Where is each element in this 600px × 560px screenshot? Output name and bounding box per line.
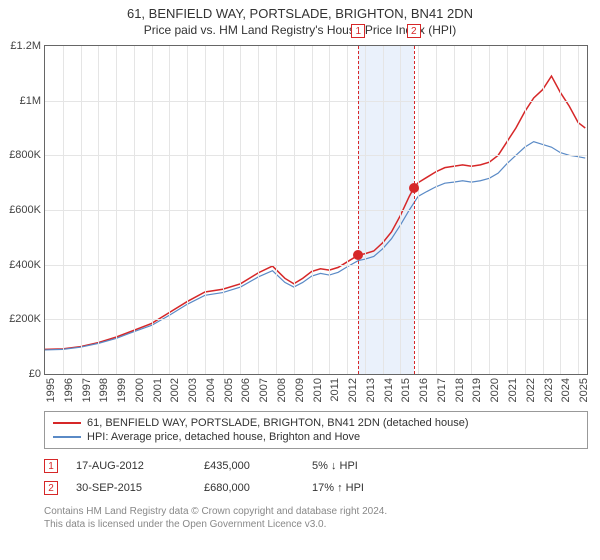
chart-container: 61, BENFIELD WAY, PORTSLADE, BRIGHTON, B… [0,0,600,531]
x-tick-label: 2012 [347,378,359,402]
series-property [45,76,585,349]
sale-date: 30-SEP-2015 [76,482,186,494]
sale-vline [358,46,359,374]
x-tick-label: 2018 [454,378,466,402]
sale-diff: 17% ↑ HPI [312,482,422,494]
sale-price: £435,000 [204,460,294,472]
y-tick-label: £400K [9,259,41,271]
x-tick-label: 1999 [116,378,128,402]
x-tick-label: 2022 [525,378,537,402]
x-tick-label: 1998 [98,378,110,402]
footer-line1: Contains HM Land Registry data © Crown c… [44,505,588,518]
x-tick-label: 2009 [294,378,306,402]
x-tick-label: 2020 [489,378,501,402]
x-tick-label: 2001 [152,378,164,402]
x-tick-label: 2006 [240,378,252,402]
sales-table: 1 17-AUG-2012 £435,000 5% ↓ HPI 2 30-SEP-2015… [44,455,588,499]
title-subtitle: Price paid vs. HM Land Registry's House … [0,23,600,37]
sale-badge: 2 [44,481,58,495]
title-address: 61, BENFIELD WAY, PORTSLADE, BRIGHTON, B… [0,6,600,21]
sale-row: 1 17-AUG-2012 £435,000 5% ↓ HPI [44,455,588,477]
legend-label: 61, BENFIELD WAY, PORTSLADE, BRIGHTON, B… [87,417,468,429]
y-tick-label: £800K [9,149,41,161]
title-block: 61, BENFIELD WAY, PORTSLADE, BRIGHTON, B… [0,0,600,39]
x-tick-label: 2019 [471,378,483,402]
y-tick-label: £1.2M [10,40,41,52]
x-tick-label: 2004 [205,378,217,402]
legend-swatch [53,422,81,424]
y-tick-label: £0 [29,368,41,380]
x-tick-label: 1997 [81,378,93,402]
y-tick-label: £600K [9,204,41,216]
legend-swatch [53,436,81,438]
x-tick-label: 1995 [45,378,57,402]
sale-marker-label: 1 [351,24,365,38]
sale-date: 17-AUG-2012 [76,460,186,472]
legend-item: 61, BENFIELD WAY, PORTSLADE, BRIGHTON, B… [53,416,579,430]
legend-item: HPI: Average price, detached house, Brig… [53,430,579,444]
sale-point [409,183,419,193]
x-tick-label: 1996 [63,378,75,402]
sale-point [353,250,363,260]
x-tick-label: 2002 [169,378,181,402]
x-tick-label: 2013 [365,378,377,402]
sale-diff: 5% ↓ HPI [312,460,422,472]
sale-vline [414,46,415,374]
x-tick-label: 2024 [560,378,572,402]
y-tick-label: £200K [9,313,41,325]
legend-label: HPI: Average price, detached house, Brig… [87,431,360,443]
x-tick-label: 2021 [507,378,519,402]
x-tick-label: 2010 [312,378,324,402]
sale-marker-label: 2 [407,24,421,38]
footer-line2: This data is licensed under the Open Gov… [44,518,588,531]
x-tick-label: 2005 [223,378,235,402]
x-tick-label: 2007 [258,378,270,402]
sale-row: 2 30-SEP-2015 £680,000 17% ↑ HPI [44,477,588,499]
x-tick-label: 2015 [400,378,412,402]
x-tick-label: 2025 [578,378,590,402]
x-tick-label: 2014 [383,378,395,402]
x-tick-label: 2016 [418,378,430,402]
x-tick-label: 2023 [543,378,555,402]
x-tick-label: 2011 [329,378,341,402]
x-tick-label: 2000 [134,378,146,402]
y-tick-label: £1M [20,95,41,107]
footer-attribution: Contains HM Land Registry data © Crown c… [44,505,588,531]
legend-box: 61, BENFIELD WAY, PORTSLADE, BRIGHTON, B… [44,411,588,449]
x-tick-label: 2003 [187,378,199,402]
x-tick-label: 2008 [276,378,288,402]
sale-badge: 1 [44,459,58,473]
x-tick-label: 2017 [436,378,448,402]
sale-price: £680,000 [204,482,294,494]
plot-area: £0£200K£400K£600K£800K£1M£1.2M1995199619… [44,45,588,375]
